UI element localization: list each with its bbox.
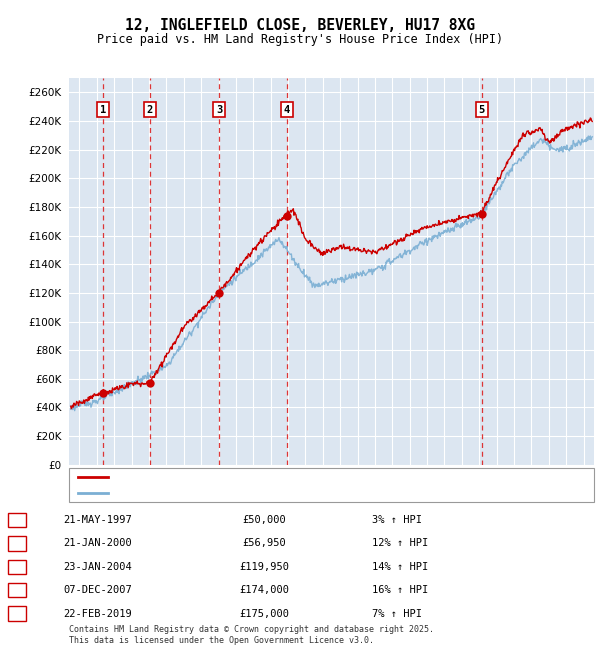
Text: Price paid vs. HM Land Registry's House Price Index (HPI): Price paid vs. HM Land Registry's House … — [97, 32, 503, 46]
Text: 3: 3 — [13, 562, 20, 572]
Text: 5: 5 — [479, 105, 485, 114]
Text: 1: 1 — [13, 515, 20, 525]
Text: 3: 3 — [216, 105, 223, 114]
Text: 07-DEC-2007: 07-DEC-2007 — [63, 585, 132, 595]
Text: 2: 2 — [13, 538, 20, 549]
Text: HPI: Average price, semi-detached house, East Riding of Yorkshire: HPI: Average price, semi-detached house,… — [113, 489, 438, 498]
Text: 7% ↑ HPI: 7% ↑ HPI — [372, 608, 422, 619]
Text: 1: 1 — [100, 105, 107, 114]
Text: 2: 2 — [147, 105, 153, 114]
Text: £175,000: £175,000 — [239, 608, 289, 619]
Text: 21-JAN-2000: 21-JAN-2000 — [63, 538, 132, 549]
Text: £119,950: £119,950 — [239, 562, 289, 572]
Text: Contains HM Land Registry data © Crown copyright and database right 2025.
This d: Contains HM Land Registry data © Crown c… — [69, 625, 434, 645]
Text: 3% ↑ HPI: 3% ↑ HPI — [372, 515, 422, 525]
Text: £56,950: £56,950 — [242, 538, 286, 549]
Text: 4: 4 — [13, 585, 20, 595]
Text: 4: 4 — [284, 105, 290, 114]
Text: 21-MAY-1997: 21-MAY-1997 — [63, 515, 132, 525]
Text: 23-JAN-2004: 23-JAN-2004 — [63, 562, 132, 572]
Text: 12, INGLEFIELD CLOSE, BEVERLEY, HU17 8XG: 12, INGLEFIELD CLOSE, BEVERLEY, HU17 8XG — [125, 18, 475, 33]
Text: 22-FEB-2019: 22-FEB-2019 — [63, 608, 132, 619]
Text: 12% ↑ HPI: 12% ↑ HPI — [372, 538, 428, 549]
Text: £174,000: £174,000 — [239, 585, 289, 595]
Text: 5: 5 — [13, 608, 20, 619]
Text: 12, INGLEFIELD CLOSE, BEVERLEY, HU17 8XG (semi-detached house): 12, INGLEFIELD CLOSE, BEVERLEY, HU17 8XG… — [113, 473, 423, 482]
Text: £50,000: £50,000 — [242, 515, 286, 525]
Text: 14% ↑ HPI: 14% ↑ HPI — [372, 562, 428, 572]
Text: 16% ↑ HPI: 16% ↑ HPI — [372, 585, 428, 595]
